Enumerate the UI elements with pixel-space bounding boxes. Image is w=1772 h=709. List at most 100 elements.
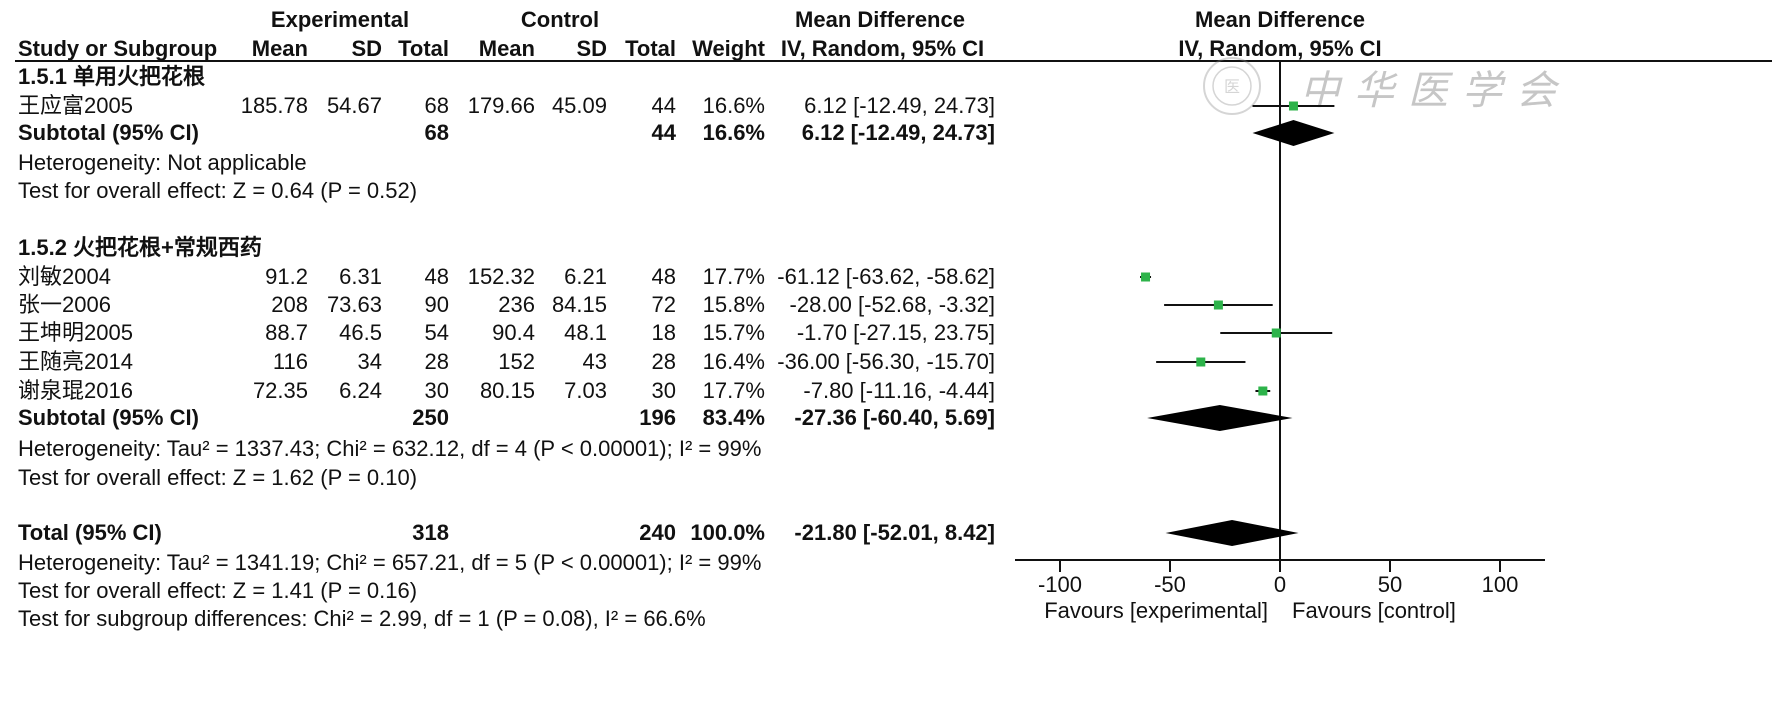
weight: 100.0%	[690, 520, 765, 545]
x-tick-label: -50	[1154, 572, 1186, 597]
e-mean: 208	[271, 292, 308, 317]
x-tick-label: 0	[1274, 572, 1286, 597]
watermark-text: 中华医学会	[1300, 68, 1570, 114]
svg-text:医: 医	[1224, 77, 1240, 96]
e-sd: 6.24	[339, 378, 382, 403]
e-total: 54	[424, 320, 449, 345]
plot-effect-header: Mean Difference	[1195, 7, 1365, 32]
total-heterogeneity: Heterogeneity: Tau² = 1341.19; Chi² = 65…	[18, 550, 762, 575]
e-total: 90	[424, 292, 449, 317]
e-total: 250	[412, 405, 449, 430]
subgroup2-overall-effect: Test for overall effect: Z = 1.62 (P = 0…	[18, 465, 418, 490]
subgroup2-title: 1.5.2 火把花根+常规西药	[18, 235, 262, 260]
ci: -28.00 [-52.68, -3.32]	[789, 292, 995, 317]
col-study-header: Study or Subgroup	[18, 36, 218, 61]
study-point-square	[1288, 101, 1298, 111]
subgroup-differences-test: Test for subgroup differences: Chi² = 2.…	[18, 606, 706, 631]
subgroup2-heterogeneity: Heterogeneity: Tau² = 1337.43; Chi² = 63…	[18, 436, 762, 461]
c-sd: 48.1	[564, 320, 607, 345]
e-total: 68	[424, 120, 449, 145]
pooled-diamond	[1165, 520, 1299, 546]
plot-method-header: IV, Random, 95% CI	[1178, 36, 1382, 61]
study-point-square	[1271, 328, 1281, 338]
c-total: 30	[651, 378, 676, 403]
e-sd: 34	[357, 349, 382, 374]
e-total: 48	[424, 264, 449, 289]
ci: -61.12 [-63.62, -58.62]	[777, 264, 995, 289]
c-total: 44	[651, 93, 676, 118]
control-header: Control	[520, 7, 600, 32]
col-c-mean-header: Mean	[478, 36, 535, 61]
experimental-header: Experimental	[270, 7, 410, 32]
e-sd: 54.67	[326, 93, 382, 118]
c-mean: 90.4	[492, 320, 535, 345]
pooled-diamond	[1147, 405, 1293, 431]
col-e-mean-header: Mean	[251, 36, 308, 61]
weight: 15.8%	[702, 292, 765, 317]
weight: 17.7%	[702, 378, 765, 403]
e-sd: 73.63	[326, 292, 382, 317]
ci: -36.00 [-56.30, -15.70]	[777, 349, 995, 374]
e-mean: 185.78	[240, 93, 308, 118]
ci: -27.36 [-60.40, 5.69]	[794, 405, 995, 430]
c-total: 48	[651, 264, 676, 289]
study-name: 王随亮2014	[18, 349, 133, 374]
weight: 83.4%	[702, 405, 765, 430]
c-sd: 43	[582, 349, 607, 374]
col-e-total-header: Total	[398, 36, 449, 61]
col-ci-header: IV, Random, 95% CI	[780, 36, 985, 61]
c-sd: 6.21	[564, 264, 607, 289]
favours-experimental-label: Favours [experimental]	[1044, 598, 1268, 623]
x-tick-label: -100	[1038, 572, 1082, 597]
c-mean: 80.15	[479, 378, 535, 403]
study-name: 张一2006	[18, 292, 111, 317]
favours-control-label: Favours [control]	[1292, 598, 1456, 623]
x-tick-label: 50	[1378, 572, 1402, 597]
c-sd: 45.09	[551, 93, 607, 118]
e-sd: 6.31	[339, 264, 382, 289]
study-point-square	[1213, 300, 1223, 310]
c-total: 18	[651, 320, 676, 345]
study-point-square	[1196, 357, 1206, 367]
e-mean: 91.2	[265, 264, 308, 289]
e-mean: 88.7	[265, 320, 308, 345]
e-mean: 116	[272, 349, 308, 374]
pooled-diamond	[1252, 120, 1335, 146]
c-total: 196	[639, 405, 676, 430]
subgroup1-overall-effect: Test for overall effect: Z = 0.64 (P = 0…	[18, 178, 418, 203]
subtotal-label: Subtotal (95% CI)	[18, 405, 199, 430]
e-total: 30	[424, 378, 449, 403]
col-c-total-header: Total	[625, 36, 676, 61]
e-total: 28	[424, 349, 449, 374]
total-label: Total (95% CI)	[18, 520, 162, 545]
table-effect-header: Mean Difference	[795, 7, 965, 32]
c-mean: 236	[498, 292, 535, 317]
c-mean: 179.66	[467, 93, 535, 118]
c-sd: 84.15	[551, 292, 607, 317]
col-e-sd-header: SD	[351, 36, 382, 61]
x-tick-label: 100	[1482, 572, 1519, 597]
study-name: 谢泉琨2016	[18, 378, 133, 403]
c-sd: 7.03	[564, 378, 607, 403]
study-name: 王坤明2005	[18, 320, 133, 345]
e-mean: 72.35	[252, 378, 308, 403]
study-name: 刘敏2004	[18, 264, 111, 289]
e-sd: 46.5	[339, 320, 382, 345]
study-name: 王应富2005	[18, 93, 133, 118]
ci: -7.80 [-11.16, -4.44]	[803, 378, 995, 403]
c-mean: 152	[498, 349, 535, 374]
ci: 6.12 [-12.49, 24.73]	[801, 120, 995, 145]
weight: 16.6%	[702, 120, 765, 145]
c-total: 28	[651, 349, 676, 374]
c-total: 72	[651, 292, 676, 317]
ci: -1.70 [-27.15, 23.75]	[796, 320, 995, 345]
subtotal-label: Subtotal (95% CI)	[18, 120, 199, 145]
c-total: 44	[651, 120, 676, 145]
e-total: 68	[424, 93, 449, 118]
c-mean: 152.32	[467, 264, 535, 289]
header-rule	[15, 60, 1772, 62]
subgroup1-title: 1.5.1 单用火把花根	[18, 64, 206, 89]
ci: -21.80 [-52.01, 8.42]	[794, 520, 995, 545]
ci: 6.12 [-12.49, 24.73]	[804, 93, 995, 118]
